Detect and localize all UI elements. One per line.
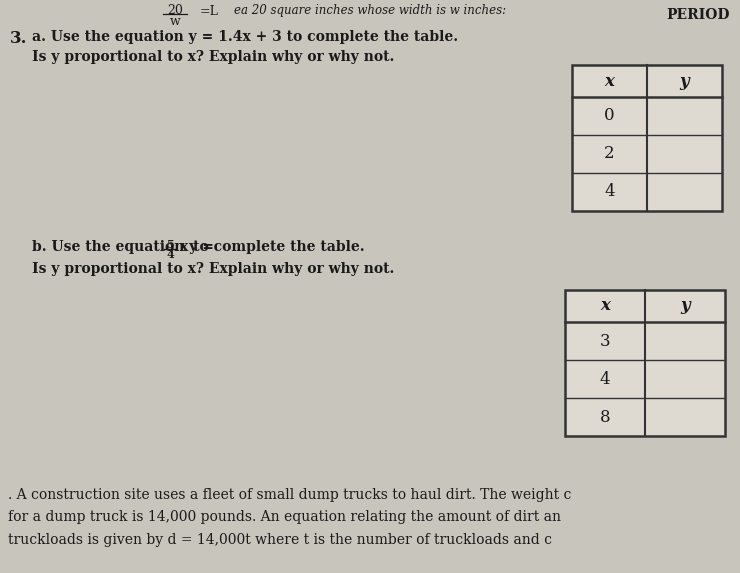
- Text: ea 20 square inches whose width is w inches:: ea 20 square inches whose width is w inc…: [234, 4, 506, 17]
- Text: truckloads is given by d = 14,000t where t is the number of truckloads and c: truckloads is given by d = 14,000t where…: [8, 533, 552, 547]
- Text: 4: 4: [166, 249, 175, 260]
- Text: =L: =L: [200, 5, 219, 18]
- Bar: [572, 65, 722, 211]
- Text: 8: 8: [599, 409, 610, 426]
- Text: 3: 3: [599, 332, 610, 350]
- Text: a. Use the equation y = 1.4x + 3 to complete the table.: a. Use the equation y = 1.4x + 3 to comp…: [32, 30, 458, 44]
- Text: x: x: [605, 73, 614, 89]
- Text: 4: 4: [604, 183, 615, 201]
- Text: 2: 2: [604, 146, 615, 163]
- Text: for a dump truck is 14,000 pounds. An equation relating the amount of dirt an: for a dump truck is 14,000 pounds. An eq…: [8, 510, 561, 524]
- Text: Is y proportional to x? Explain why or why not.: Is y proportional to x? Explain why or w…: [32, 50, 394, 64]
- Text: x to complete the table.: x to complete the table.: [181, 240, 365, 254]
- Bar: [565, 290, 725, 436]
- Text: . A construction site uses a fleet of small dump trucks to haul dirt. The weight: . A construction site uses a fleet of sm…: [8, 488, 571, 502]
- Bar: [572, 65, 722, 211]
- Text: PERIOD: PERIOD: [667, 8, 730, 22]
- Text: 20: 20: [167, 4, 183, 17]
- Text: y: y: [680, 297, 690, 315]
- Text: 3.: 3.: [10, 30, 27, 47]
- Text: y: y: [679, 73, 690, 89]
- Text: b. Use the equation y =: b. Use the equation y =: [32, 240, 219, 254]
- Text: Is y proportional to x? Explain why or why not.: Is y proportional to x? Explain why or w…: [32, 262, 394, 276]
- Text: 5: 5: [166, 239, 175, 250]
- Text: w: w: [169, 15, 181, 28]
- Text: x: x: [600, 297, 610, 315]
- Bar: [565, 290, 725, 436]
- Text: 0: 0: [604, 108, 615, 124]
- Text: 4: 4: [599, 371, 610, 387]
